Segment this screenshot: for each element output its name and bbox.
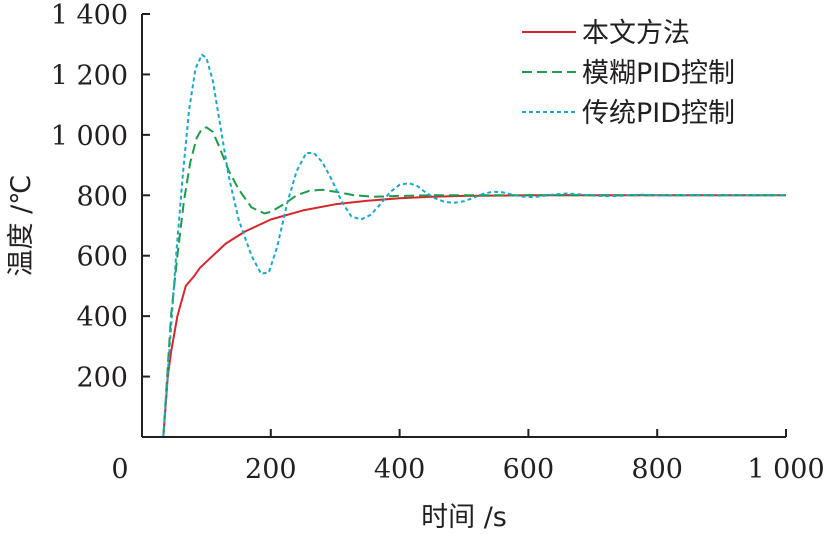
y-ticks: 200 400 600 800 1 000 1 200 1 400 bbox=[51, 0, 150, 394]
y-tick-label: 400 bbox=[76, 302, 128, 333]
x-tick-label: 200 bbox=[245, 454, 297, 485]
y-tick-label: 200 bbox=[76, 363, 128, 394]
y-axis-title: 温度 /℃ bbox=[6, 174, 37, 276]
series-line-3 bbox=[162, 53, 786, 438]
y-tick-label: 1 000 bbox=[51, 121, 128, 152]
series-line-1 bbox=[162, 194, 786, 438]
series-line-2 bbox=[162, 126, 786, 438]
x-ticks: 0 200 400 600 800 1 000 bbox=[111, 429, 825, 485]
legend-label: 模糊PID控制 bbox=[582, 58, 735, 89]
legend-label: 本文方法 bbox=[582, 18, 690, 49]
legend-item: 传统PID控制 bbox=[522, 98, 735, 129]
axes-layer bbox=[141, 14, 786, 438]
x-tick-label: 800 bbox=[631, 454, 683, 485]
x-tick-label: 0 bbox=[111, 454, 128, 485]
legend-item: 模糊PID控制 bbox=[522, 58, 735, 89]
x-tick-label: 600 bbox=[503, 454, 555, 485]
y-tick-label: 1 200 bbox=[51, 60, 128, 91]
x-tick-label: 1 000 bbox=[747, 454, 824, 485]
series-layer bbox=[162, 53, 786, 438]
legend-label: 传统PID控制 bbox=[582, 98, 735, 129]
y-tick-label: 600 bbox=[76, 242, 128, 273]
y-tick-label: 800 bbox=[76, 181, 128, 212]
y-tick-label: 1 400 bbox=[51, 0, 128, 31]
x-tick-label: 400 bbox=[374, 454, 426, 485]
legend-item: 本文方法 bbox=[522, 18, 690, 49]
x-axis-title: 时间 /s bbox=[421, 502, 507, 533]
